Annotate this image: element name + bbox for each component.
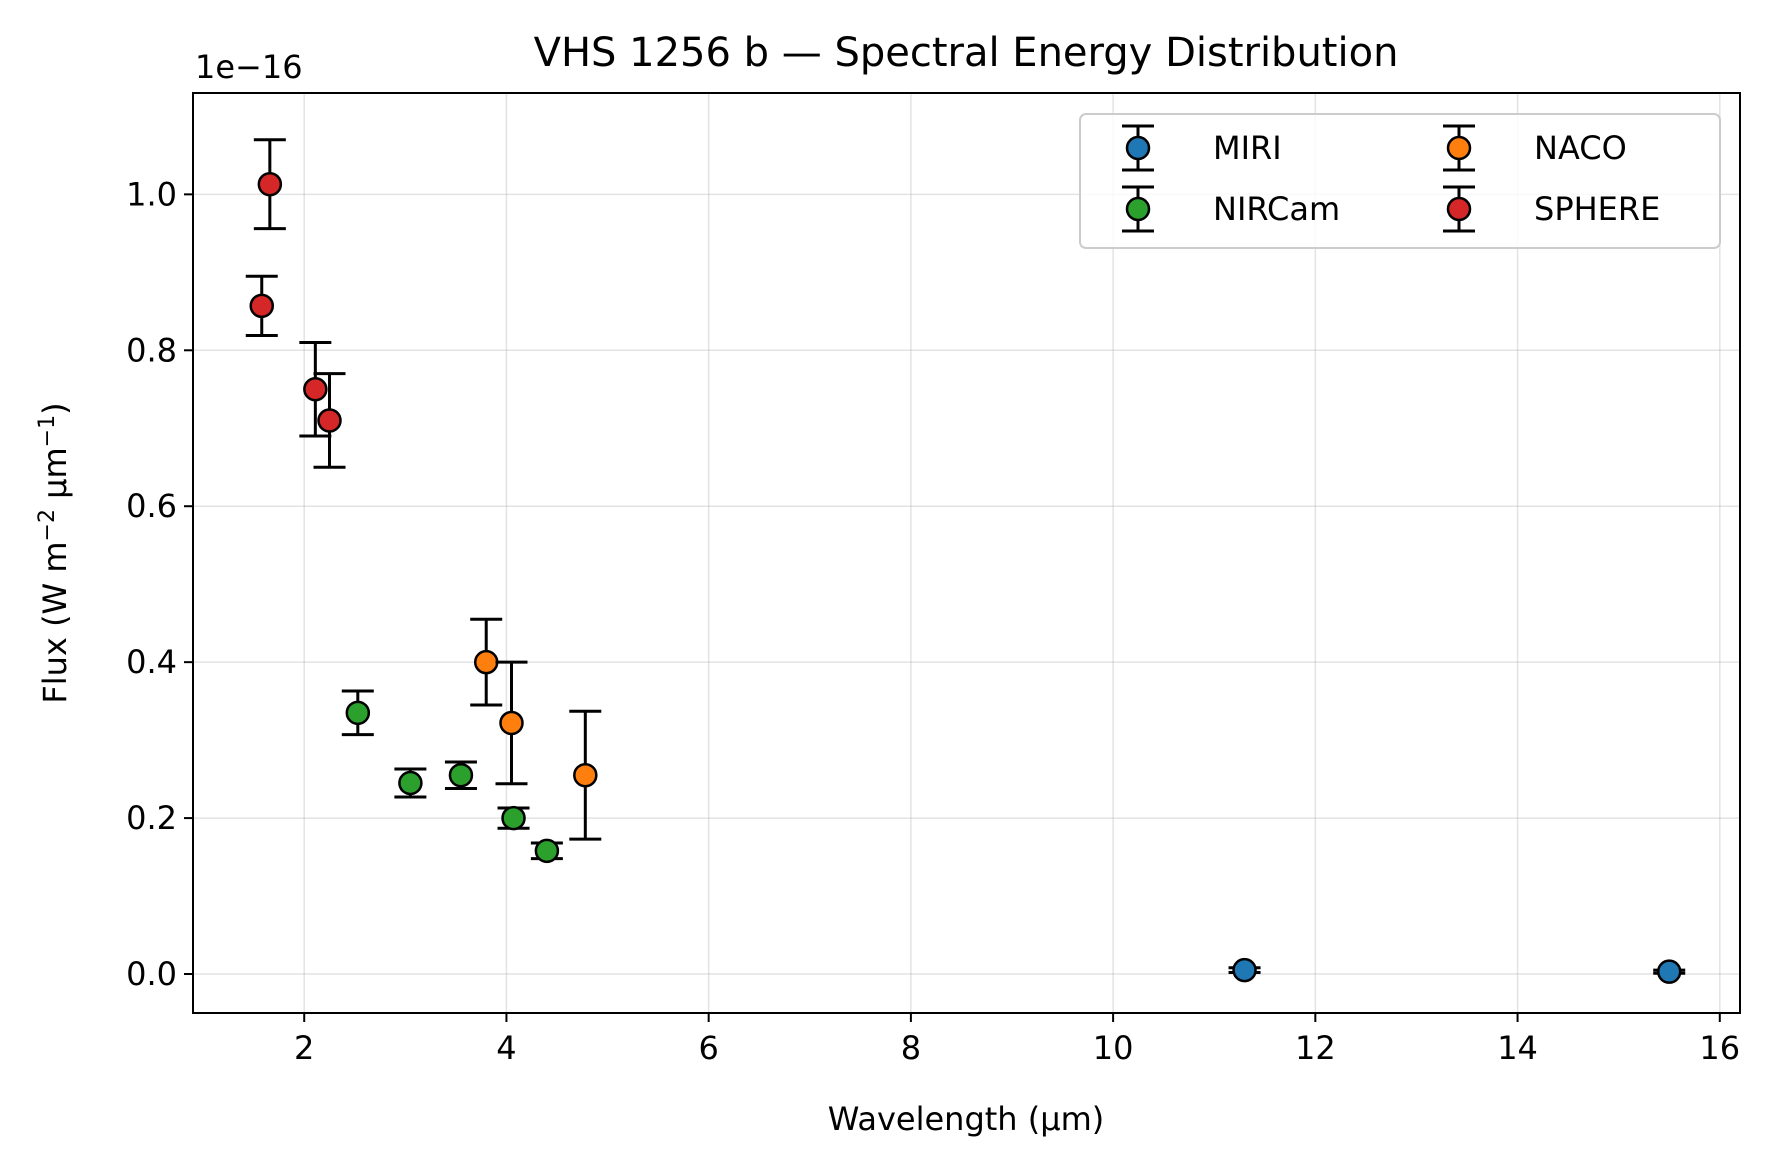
nircam-data-point (398, 770, 423, 796)
y-tick-label: 0.0 (126, 955, 177, 993)
x-tick-label: 2 (294, 1029, 314, 1067)
x-tick-label: 8 (901, 1029, 921, 1067)
naco-data-point (473, 649, 499, 675)
y-tick-label: 0.8 (126, 331, 177, 369)
y-axis-label-end: ) (36, 402, 74, 414)
legend: MIRI NACO NIRCam SPHERE (1079, 113, 1721, 249)
naco-data-point (573, 762, 598, 788)
naco-data-point (499, 710, 524, 736)
legend-miri-marker (1125, 135, 1151, 161)
y-axis-label-sup1: −2 (35, 509, 60, 541)
y-tick-label: 0.6 (126, 487, 177, 525)
miri-data-point (1656, 959, 1682, 984)
x-axis-label: Wavelength (μm) (828, 1100, 1105, 1138)
x-tick-label: 10 (1093, 1029, 1134, 1067)
nircam-data-point (448, 762, 474, 788)
nircam-data-point (501, 805, 526, 831)
legend-naco-label: NACO (1534, 129, 1627, 167)
legend-box (1079, 113, 1721, 249)
y-axis-label-mid: μm (36, 447, 74, 509)
x-tick-label: 6 (698, 1029, 718, 1067)
nircam-data-point (345, 700, 371, 726)
y-tick-label: 0.2 (126, 799, 177, 837)
sphere-data-point (249, 293, 275, 319)
sphere-data-point (317, 408, 342, 433)
miri-data-point (1232, 957, 1257, 983)
nircam-data-point (534, 838, 560, 864)
legend-nircam-marker (1125, 196, 1151, 222)
y-axis-label-main: Flux (W m (36, 541, 74, 703)
plot-frame (192, 92, 1741, 1014)
grid (193, 93, 1740, 1013)
y-tick-label: 0.4 (126, 643, 177, 681)
y-axis-label-sup2: −1 (35, 415, 60, 447)
x-tick-label: 12 (1295, 1029, 1336, 1067)
legend-sphere-label: SPHERE (1534, 190, 1660, 228)
y-offset-label: 1e−16 (195, 48, 303, 86)
legend-nircam-label: NIRCam (1213, 190, 1340, 228)
chart-title: VHS 1256 b — Spectral Energy Distributio… (534, 30, 1399, 76)
data-points (245, 138, 1686, 984)
sphere-data-point (257, 171, 283, 197)
legend-miri-label: MIRI (1213, 129, 1282, 167)
axis-ticks: 2 4 6 8 10 12 14 16 0.0 0.2 0.4 0.6 0.8 1.0 (126, 175, 1740, 1067)
y-axis-label: Flux (W m−2 μm−1) (35, 402, 75, 703)
x-tick-label: 14 (1497, 1029, 1538, 1067)
x-tick-label: 16 (1699, 1029, 1740, 1067)
sphere-data-point (303, 377, 328, 402)
legend-naco-marker (1446, 135, 1472, 161)
x-tick-label: 4 (496, 1029, 516, 1067)
y-tick-label: 1.0 (126, 175, 177, 213)
legend-sphere-marker (1446, 196, 1472, 222)
